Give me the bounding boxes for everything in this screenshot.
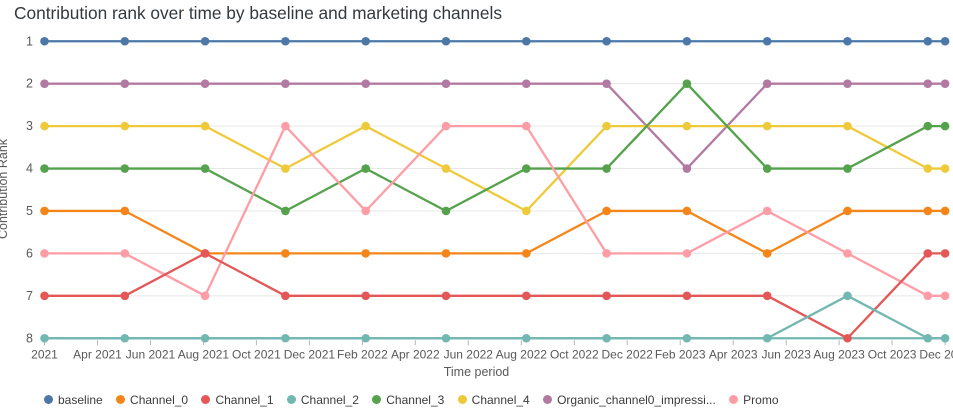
svg-text:Feb 2022: Feb 2022 xyxy=(337,347,388,361)
svg-text:Oct 2023: Oct 2023 xyxy=(868,347,917,361)
svg-text:Oct 2021: Oct 2021 xyxy=(232,347,281,361)
svg-text:5: 5 xyxy=(26,204,33,218)
svg-text:7: 7 xyxy=(26,289,33,303)
svg-text:Apr 2021: Apr 2021 xyxy=(73,347,122,361)
svg-text:Oct 2022: Oct 2022 xyxy=(550,347,599,361)
svg-text:Dec 2022: Dec 2022 xyxy=(602,347,654,361)
svg-text:Aug 2022: Aug 2022 xyxy=(496,347,548,361)
svg-text:Apr 2023: Apr 2023 xyxy=(709,347,758,361)
svg-text:Jun 2022: Jun 2022 xyxy=(444,347,494,361)
svg-text:Jun 2021: Jun 2021 xyxy=(126,347,176,361)
svg-text:Dec 2021: Dec 2021 xyxy=(284,347,336,361)
svg-text:Feb 2023: Feb 2023 xyxy=(655,347,706,361)
svg-text:Aug 2021: Aug 2021 xyxy=(178,347,230,361)
svg-text:3: 3 xyxy=(26,119,33,133)
svg-text:2: 2 xyxy=(26,77,33,91)
svg-text:8: 8 xyxy=(26,331,33,345)
svg-text:1: 1 xyxy=(26,34,33,48)
svg-text:6: 6 xyxy=(26,246,33,260)
svg-text:Jun 2023: Jun 2023 xyxy=(762,347,812,361)
svg-text:Apr 2022: Apr 2022 xyxy=(391,347,440,361)
svg-text:Dec 2023: Dec 2023 xyxy=(919,347,953,361)
svg-text:2021: 2021 xyxy=(31,347,58,361)
svg-text:4: 4 xyxy=(26,162,33,176)
svg-text:Aug 2023: Aug 2023 xyxy=(813,347,865,361)
